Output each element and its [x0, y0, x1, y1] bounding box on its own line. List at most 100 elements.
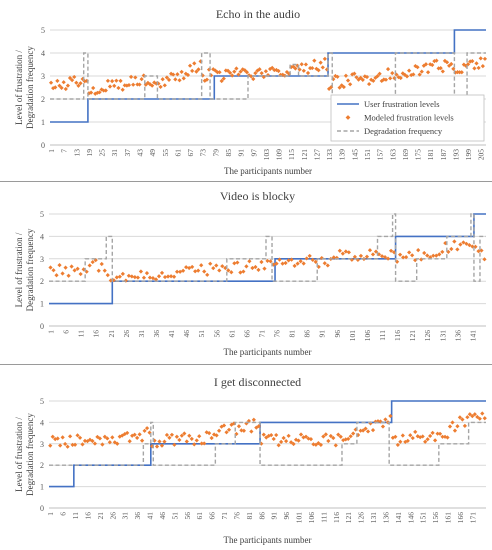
data-point — [69, 264, 74, 269]
data-point — [447, 63, 452, 68]
data-point — [279, 439, 284, 444]
data-point — [407, 250, 412, 255]
data-point — [88, 90, 94, 95]
x-tick-label: 6 — [62, 330, 71, 334]
x-tick-label: 61 — [195, 512, 204, 520]
data-point — [463, 63, 469, 69]
data-point — [177, 78, 182, 83]
x-tick-label: 133 — [325, 149, 334, 161]
data-point — [343, 73, 349, 78]
x-tick-label: 199 — [464, 149, 473, 161]
data-point — [177, 437, 182, 443]
data-point — [127, 439, 132, 444]
series-user-frustration-levels — [49, 213, 486, 305]
data-point — [107, 84, 113, 89]
y-tick-label: 5 — [40, 397, 44, 406]
data-point — [264, 435, 269, 440]
data-point — [70, 78, 75, 83]
legend-entry: User frustration levels — [364, 99, 440, 109]
data-point — [141, 73, 146, 78]
data-point — [312, 58, 317, 63]
data-point — [202, 269, 207, 274]
data-point — [205, 272, 210, 277]
data-point — [197, 434, 202, 439]
x-tick-label: 101 — [348, 330, 357, 342]
data-point — [388, 76, 393, 81]
data-point — [411, 72, 416, 77]
x-tick-label: 193 — [451, 149, 460, 161]
data-point — [154, 444, 160, 449]
data-point — [262, 266, 267, 271]
data-point — [194, 69, 199, 74]
x-tick-label: 86 — [303, 330, 312, 338]
x-tick-label: 61 — [173, 149, 182, 157]
data-point — [428, 62, 433, 67]
x-tick-label: 51 — [197, 330, 206, 338]
data-point — [261, 74, 266, 80]
data-point — [63, 86, 68, 92]
x-tick-label: 7 — [60, 149, 69, 153]
data-point — [341, 84, 346, 90]
data-point — [150, 83, 155, 88]
data-point — [48, 265, 53, 270]
data-point — [194, 438, 199, 443]
data-point — [470, 59, 475, 64]
data-point — [396, 75, 401, 80]
x-tick-label: 151 — [363, 149, 372, 161]
y-axis-label: Level of frustration / — [14, 417, 24, 492]
data-point — [449, 61, 454, 67]
x-tick-label: 156 — [431, 512, 440, 524]
data-point — [139, 76, 144, 82]
y-tick-label: 4 — [40, 232, 44, 241]
data-point — [72, 74, 77, 80]
data-point — [251, 76, 256, 82]
data-point — [438, 66, 443, 71]
data-point — [297, 67, 302, 72]
x-tick-label: 91 — [237, 149, 246, 157]
data-point — [217, 268, 222, 273]
x-tick-label: 46 — [158, 512, 167, 520]
data-point — [65, 83, 71, 88]
data-point — [444, 60, 450, 65]
data-point — [292, 263, 297, 269]
data-point — [160, 77, 165, 82]
data-point — [138, 269, 144, 274]
x-tick-label: 116 — [332, 512, 341, 523]
x-tick-label: 67 — [186, 149, 195, 157]
x-tick-label: 157 — [376, 149, 385, 161]
data-point — [322, 261, 327, 266]
data-point — [270, 65, 275, 70]
y-tick-label: 1 — [40, 483, 44, 492]
data-point — [293, 66, 298, 71]
data-point — [266, 433, 271, 438]
x-tick-label: 151 — [419, 512, 428, 524]
x-tick-label: 71 — [257, 330, 266, 338]
data-point — [204, 77, 210, 82]
data-point — [227, 70, 233, 75]
data-point — [304, 256, 309, 261]
data-point — [367, 81, 372, 87]
data-point — [57, 83, 62, 88]
data-point — [75, 266, 80, 271]
data-point — [452, 428, 458, 433]
data-point — [404, 255, 409, 260]
x-tick-label: 91 — [318, 330, 327, 338]
data-point — [345, 78, 351, 83]
data-point — [435, 431, 440, 436]
data-point — [54, 273, 59, 278]
data-point — [125, 430, 130, 436]
y-tick-label: 1 — [41, 118, 45, 127]
data-point — [472, 412, 477, 417]
data-point — [110, 435, 115, 440]
data-point — [65, 444, 70, 449]
data-point — [199, 441, 204, 446]
data-point — [144, 271, 150, 276]
data-point — [398, 75, 403, 81]
x-tick-label: 71 — [220, 512, 229, 520]
data-point — [464, 241, 469, 246]
data-point — [281, 435, 286, 441]
x-tick-label: 175 — [414, 149, 423, 161]
data-point — [303, 434, 309, 439]
data-point — [415, 65, 420, 70]
